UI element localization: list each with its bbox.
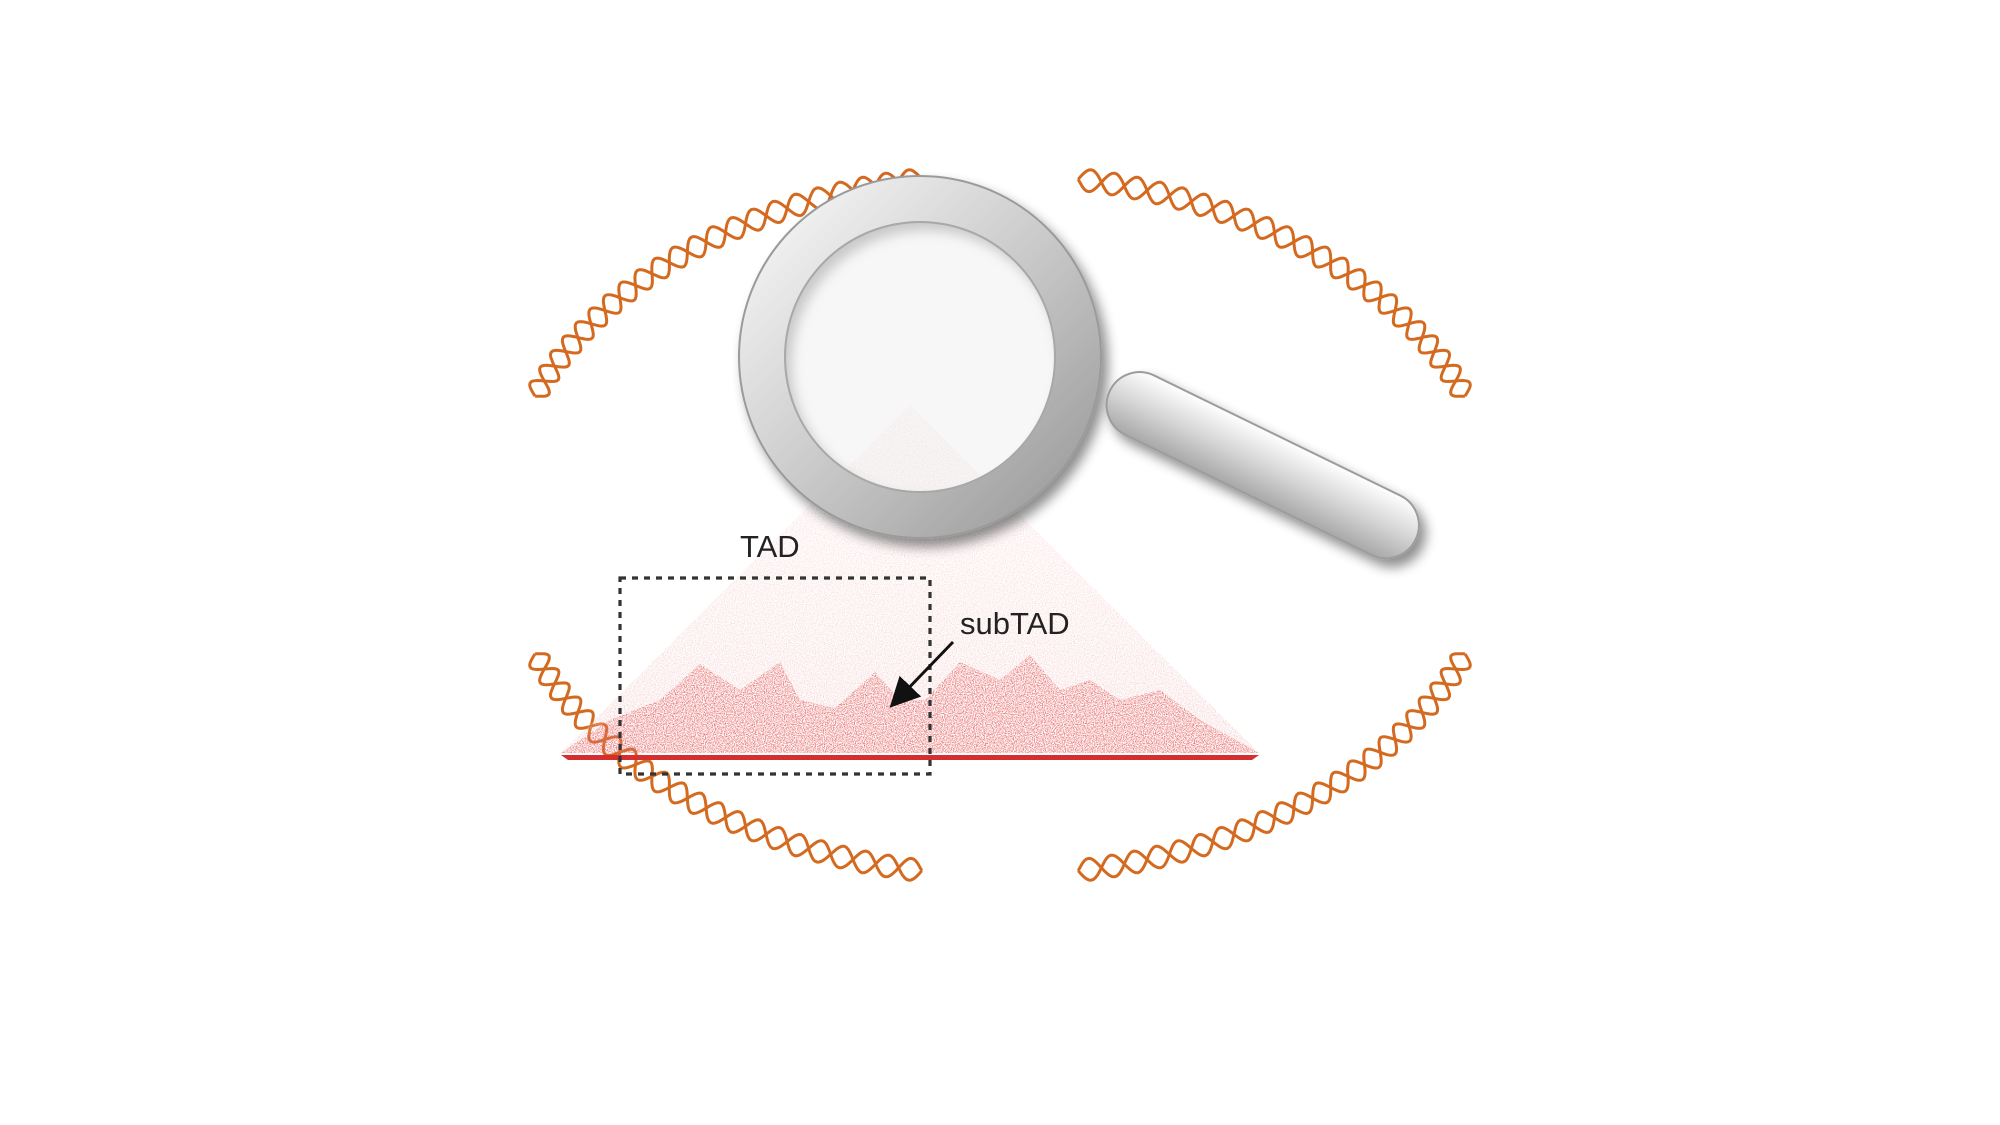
magnifier-lens: [784, 221, 1056, 493]
dna-helix-icon: [528, 168, 1472, 882]
magnifier-handle: [1105, 371, 1420, 560]
dna-strand-2-1: [1077, 652, 1465, 882]
magnifying-glass-icon: [738, 175, 1420, 560]
magnifier-ring: [739, 176, 1101, 538]
tad-label: TAD: [740, 529, 800, 564]
subtad-arrow: [889, 640, 955, 708]
dna-strand-1-1: [1076, 171, 1472, 398]
dna-strand-1-0: [1077, 168, 1465, 398]
subtad-label: subTAD: [960, 606, 1070, 641]
tad-dashed-box: [618, 576, 932, 776]
dna-strand-3-1: [528, 652, 924, 879]
contact-map-diagonal: [561, 755, 1259, 760]
